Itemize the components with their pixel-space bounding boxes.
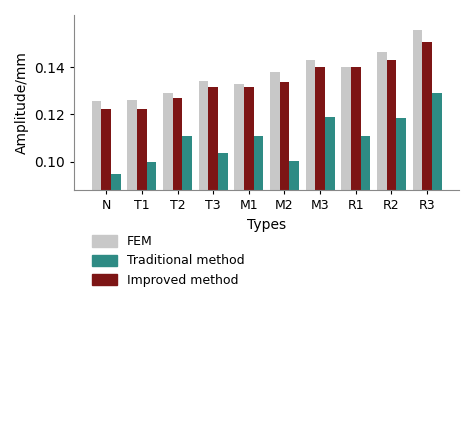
Bar [137, 108, 147, 398]
Bar [315, 67, 325, 398]
Bar [254, 136, 263, 398]
Bar [341, 67, 351, 398]
Bar [111, 174, 121, 398]
Bar [182, 136, 192, 398]
Y-axis label: Amplitude/mm: Amplitude/mm [15, 51, 29, 154]
Bar [270, 72, 280, 398]
Bar [413, 30, 422, 398]
Bar [361, 136, 370, 398]
Bar [218, 153, 228, 398]
Bar [280, 83, 289, 398]
Legend: FEM, Traditional method, Improved method: FEM, Traditional method, Improved method [88, 232, 248, 290]
Bar [209, 87, 218, 398]
Bar [173, 98, 182, 398]
Bar [101, 108, 111, 398]
Bar [128, 100, 137, 398]
Bar [351, 67, 361, 398]
Bar [92, 102, 101, 398]
X-axis label: Types: Types [247, 218, 286, 232]
Bar [289, 161, 299, 398]
Bar [306, 60, 315, 398]
Bar [199, 81, 209, 398]
Bar [325, 117, 335, 398]
Bar [235, 84, 244, 398]
Bar [163, 93, 173, 398]
Bar [422, 42, 432, 398]
Bar [147, 162, 156, 398]
Bar [387, 60, 396, 398]
Bar [377, 52, 387, 398]
Bar [244, 87, 254, 398]
Bar [432, 93, 441, 398]
Bar [396, 118, 406, 398]
